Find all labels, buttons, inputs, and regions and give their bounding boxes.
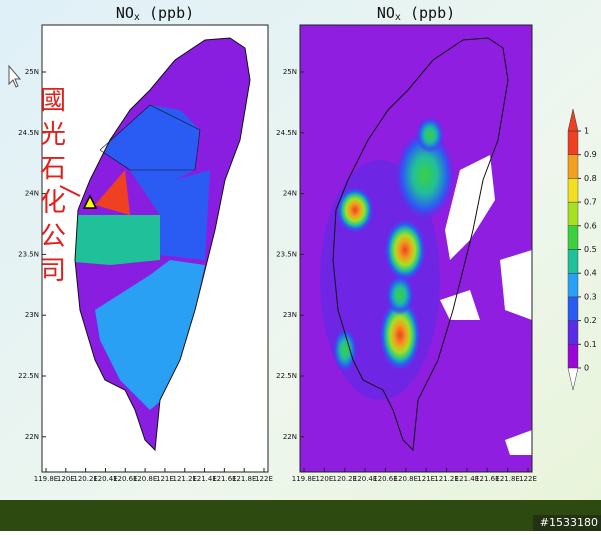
colorbar-segment bbox=[567, 273, 579, 298]
lon-label: 121.4E bbox=[192, 475, 216, 483]
lon-label: 121.2E bbox=[434, 475, 458, 483]
title-main: NO bbox=[116, 4, 134, 22]
colorbar-label: 0.9 bbox=[584, 150, 597, 159]
lat-label: 25N bbox=[25, 68, 39, 76]
colorbar-segment bbox=[567, 344, 579, 369]
lat-label: 23.5N bbox=[18, 250, 39, 258]
lon-label: 120.2E bbox=[332, 475, 356, 483]
annotation-char: 石 bbox=[40, 154, 66, 184]
lat-label: 24.5N bbox=[276, 129, 297, 137]
lon-label: 120.8E bbox=[394, 475, 418, 483]
lon-label: 120E bbox=[315, 475, 333, 483]
lat-label: 23N bbox=[283, 311, 297, 319]
title-rest: (ppb) bbox=[140, 4, 194, 22]
lat-label: 22N bbox=[25, 433, 39, 441]
lon-label: 121E bbox=[417, 475, 435, 483]
lon-label: 120.2E bbox=[73, 475, 97, 483]
colorbar-label: 0.3 bbox=[584, 292, 597, 301]
lat-label: 25N bbox=[283, 68, 297, 76]
annotation-char: 國 bbox=[40, 86, 66, 116]
lon-label: 119.8E bbox=[292, 475, 316, 483]
colorbar-segment bbox=[567, 201, 579, 227]
lon-label: 120E bbox=[57, 475, 75, 483]
colorbar-arrow bbox=[567, 108, 579, 132]
lon-label: 120.6E bbox=[113, 475, 137, 483]
annotation-char: 公 bbox=[40, 222, 66, 252]
lon-label: 120.8E bbox=[133, 475, 157, 483]
colorbar-label: 0.6 bbox=[584, 221, 597, 230]
site-marker bbox=[82, 194, 98, 209]
panel-title: NOx (ppb) bbox=[116, 4, 194, 24]
lon-label: 120.4E bbox=[93, 475, 117, 483]
lat-label: 22.5N bbox=[18, 372, 39, 380]
lon-label: 120.6E bbox=[373, 475, 397, 483]
lon-label: 122E bbox=[255, 475, 273, 483]
colorbar-segment bbox=[567, 296, 579, 321]
colorbar-label: 0.5 bbox=[584, 245, 597, 254]
lat-label: 24.5N bbox=[18, 129, 39, 137]
lon-label: 122E bbox=[519, 475, 537, 483]
annotation-char: 光 bbox=[40, 120, 66, 150]
lon-label: 121E bbox=[156, 475, 174, 483]
title-rest: (ppb) bbox=[401, 4, 455, 22]
title-sub: x bbox=[134, 12, 140, 23]
arrow bbox=[59, 185, 81, 197]
colorbar-label: 0.4 bbox=[584, 269, 597, 278]
lon-label: 121.6E bbox=[475, 475, 499, 483]
lat-label: 22N bbox=[283, 433, 297, 441]
lat-label: 24N bbox=[25, 190, 39, 198]
cursor bbox=[8, 64, 22, 88]
lon-label: 119.8E bbox=[34, 475, 58, 483]
annotation-char: 司 bbox=[40, 256, 66, 286]
footer-badge bbox=[533, 515, 601, 531]
lon-label: 121.4E bbox=[455, 475, 479, 483]
colorbar-segment bbox=[567, 249, 579, 274]
right-map bbox=[300, 25, 532, 472]
colorbar-segment bbox=[567, 130, 579, 155]
annotation-char: 化 bbox=[40, 188, 66, 218]
colorbar-segment bbox=[567, 178, 579, 203]
colorbar-label: 1 bbox=[584, 127, 589, 136]
colorbar-label: 0.7 bbox=[584, 198, 597, 207]
borders bbox=[99, 104, 201, 171]
footer-bar bbox=[0, 500, 601, 531]
title-sub: x bbox=[395, 12, 401, 23]
lon-label: 121.8E bbox=[232, 475, 256, 483]
lat-label: 23N bbox=[25, 311, 39, 319]
map-frame bbox=[299, 24, 533, 473]
colorbar-arrow bbox=[567, 367, 579, 391]
colorbar-segment bbox=[567, 320, 579, 345]
lon-label: 120.4E bbox=[353, 475, 377, 483]
footer-id: #1533180 bbox=[540, 516, 598, 529]
lon-label: 121.6E bbox=[212, 475, 236, 483]
colorbar-label: 0.8 bbox=[584, 174, 597, 183]
lon-label: 121.2E bbox=[172, 475, 196, 483]
colorbar-segment bbox=[567, 154, 579, 179]
colorbar-label: 0.1 bbox=[584, 340, 597, 349]
panel-title: NOx (ppb) bbox=[377, 4, 455, 24]
colorbar-segment bbox=[567, 225, 579, 250]
lat-label: 22.5N bbox=[276, 372, 297, 380]
lat-label: 24N bbox=[283, 190, 297, 198]
lon-label: 121.8E bbox=[495, 475, 519, 483]
lat-label: 23.5N bbox=[276, 250, 297, 258]
colorbar-label: 0.2 bbox=[584, 316, 597, 325]
colorbar-label: 0 bbox=[584, 364, 589, 373]
title-main: NO bbox=[377, 4, 395, 22]
